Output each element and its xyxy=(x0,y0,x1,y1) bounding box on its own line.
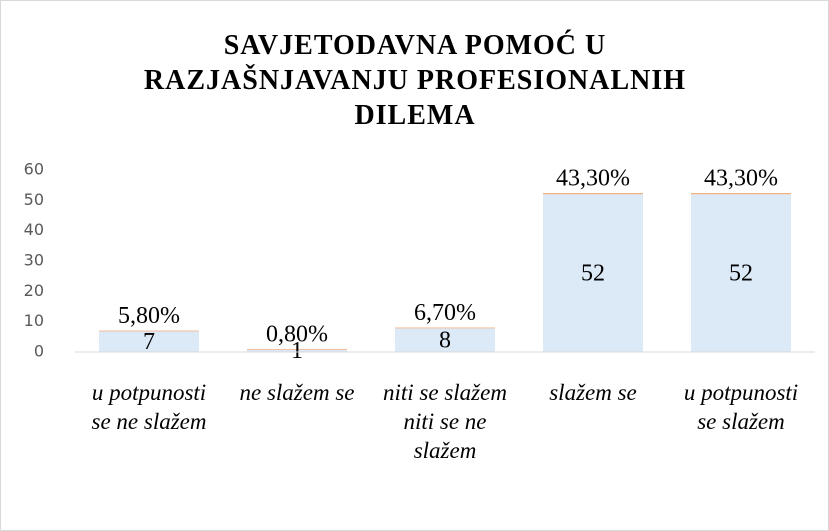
data-label: 43,30% xyxy=(556,165,630,191)
x-tick-label: niti se slažem niti se ne slažem xyxy=(383,380,507,463)
data-label: 52 xyxy=(729,261,753,287)
bar-segment xyxy=(395,327,495,329)
y-tick-label: 50 xyxy=(24,190,44,209)
data-label: 6,70% xyxy=(414,300,476,326)
chart-title: SAVJETODAVNA POMOĆ U RAZJAŠNJAVANJU PROF… xyxy=(143,30,687,131)
data-label: 5,80% xyxy=(118,303,180,329)
y-tick-label: 20 xyxy=(24,281,44,300)
y-tick-label: 40 xyxy=(24,220,44,239)
data-label: 0,80% xyxy=(266,321,328,347)
bar-segment xyxy=(395,327,495,352)
data-label: 52 xyxy=(581,261,605,287)
y-tick-label: 10 xyxy=(24,311,44,330)
data-label: 7 xyxy=(143,329,155,355)
x-tick-label: u potpunosti se ne slažem xyxy=(91,380,207,434)
bar-segment xyxy=(691,192,791,195)
bar-segment xyxy=(543,194,643,352)
bar-segment xyxy=(99,330,199,332)
bar-segment xyxy=(247,348,347,350)
y-tick-label: 0 xyxy=(34,342,44,361)
bar-segment xyxy=(543,192,643,195)
bar-segment xyxy=(247,348,347,352)
x-tick-label: slažem se xyxy=(549,380,637,405)
data-label: 43,30% xyxy=(704,165,778,191)
data-label: 8 xyxy=(439,327,451,353)
y-tick-label: 30 xyxy=(24,251,44,270)
data-label: 1 xyxy=(291,338,303,364)
bar-segment xyxy=(99,330,199,352)
x-tick-label: ne slažem se xyxy=(239,380,355,405)
x-tick-label: u potpunosti se slažem xyxy=(683,380,799,434)
y-tick-label: 60 xyxy=(24,160,44,179)
bar-segment xyxy=(691,194,791,352)
